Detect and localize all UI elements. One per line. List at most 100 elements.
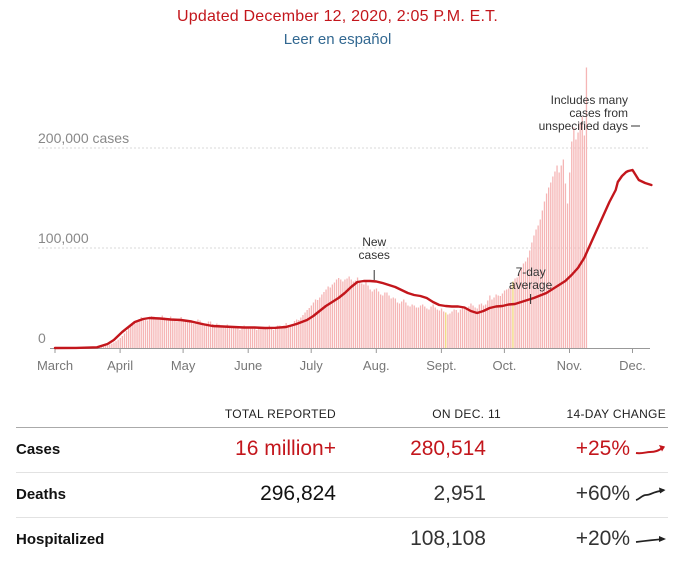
table-row-cases: Cases 16 million+ 280,514 +25%: [16, 428, 668, 473]
chart-grid: [38, 147, 650, 353]
daily-bar: [461, 306, 464, 348]
daily-bar: [260, 327, 262, 348]
daily-bar: [480, 303, 483, 348]
daily-bar: [239, 330, 241, 348]
daily-bar: [107, 345, 109, 348]
daily-bar: [356, 277, 359, 348]
daily-bar: [394, 298, 396, 348]
x-tick-label: Aug.: [363, 358, 390, 373]
daily-bar: [262, 328, 264, 348]
table-row-deaths: Deaths 296,824 2,951 +60%: [16, 473, 668, 518]
daily-bar: [199, 320, 201, 348]
daily-bar: [438, 310, 441, 348]
daily-bar: [377, 291, 380, 348]
daily-bar: [577, 132, 579, 348]
daily-bar: [100, 346, 102, 348]
daily-bar: [180, 317, 182, 348]
daily-bar: [417, 307, 420, 348]
daily-bar: [254, 328, 256, 348]
daily-bar: [350, 279, 352, 348]
daily-bar: [325, 289, 327, 348]
daily-bar: [193, 323, 195, 348]
daily-bar: [178, 318, 180, 348]
daily-bar: [151, 316, 153, 348]
daily-bar: [258, 328, 260, 348]
daily-bar: [581, 116, 583, 348]
daily-bar: [249, 328, 252, 348]
daily-bar: [111, 343, 113, 348]
daily-bar: [104, 345, 107, 348]
daily-bar: [308, 308, 310, 348]
daily-bar: [560, 165, 562, 348]
daily-bar: [453, 309, 455, 348]
daily-bar: [195, 322, 197, 348]
daily-bar: [457, 312, 459, 348]
daily-bar: [478, 304, 480, 348]
daily-bar: [113, 342, 115, 348]
daily-bar: [571, 141, 573, 348]
daily-bar: [321, 294, 323, 348]
daily-bar: [367, 285, 369, 348]
daily-bar: [186, 320, 189, 348]
daily-bar: [459, 309, 462, 348]
daily-bar: [386, 292, 388, 348]
spanish-language-link[interactable]: Leer en español: [283, 31, 392, 48]
daily-bar: [436, 309, 438, 348]
daily-bar: [331, 284, 333, 348]
daily-bar: [155, 318, 157, 348]
daily-bar: [354, 280, 357, 348]
daily-bar: [403, 299, 405, 348]
daily-bar: [527, 257, 529, 348]
daily-bar: [352, 281, 354, 348]
daily-case-bars: [54, 67, 588, 349]
daily-bar: [533, 235, 535, 348]
daily-bar: [552, 176, 554, 348]
daily-bar: [289, 326, 291, 348]
daily-bar: [228, 326, 231, 348]
y-tick-label: 100,000: [38, 230, 89, 246]
daily-bar: [224, 325, 226, 348]
daily-bar: [125, 331, 128, 348]
row-change: +20%: [575, 527, 630, 550]
trend-arrow-icon: [635, 487, 666, 501]
daily-bar: [275, 327, 277, 348]
daily-bar: [146, 320, 149, 348]
daily-bar: [499, 296, 501, 348]
daily-bar: [434, 307, 436, 348]
daily-bar: [157, 319, 159, 348]
daily-bar: [329, 287, 331, 348]
daily-bar: [214, 325, 216, 348]
daily-bar: [237, 328, 239, 348]
row-label: Cases: [16, 441, 61, 458]
daily-bar: [184, 321, 186, 348]
x-tick-label: Oct.: [492, 358, 516, 373]
daily-bar: [422, 304, 424, 348]
daily-bar: [197, 319, 199, 348]
daily-bar: [482, 305, 485, 348]
daily-bar: [365, 281, 367, 348]
x-tick-label: Sept.: [426, 358, 456, 373]
annotation-seven-day-average: average: [509, 278, 553, 292]
daily-bar: [485, 304, 487, 348]
daily-bar: [363, 284, 365, 348]
daily-bar: [401, 301, 403, 348]
daily-bar: [548, 187, 550, 348]
daily-bar: [123, 333, 126, 348]
daily-bar: [285, 323, 287, 348]
daily-bar: [203, 324, 205, 348]
daily-bar: [516, 277, 518, 348]
daily-bar: [293, 321, 296, 348]
daily-bar: [531, 242, 533, 348]
daily-bar: [233, 326, 235, 348]
daily-bar: [149, 319, 151, 348]
daily-bar: [327, 286, 329, 348]
daily-bar: [144, 320, 147, 348]
daily-bar: [569, 172, 571, 348]
daily-bar: [216, 323, 218, 348]
daily-bar: [468, 306, 470, 348]
daily-bar: [539, 219, 541, 348]
daily-bar: [506, 289, 508, 348]
daily-bar: [398, 303, 401, 348]
annotation-seven-day-average: 7-day: [516, 265, 546, 279]
